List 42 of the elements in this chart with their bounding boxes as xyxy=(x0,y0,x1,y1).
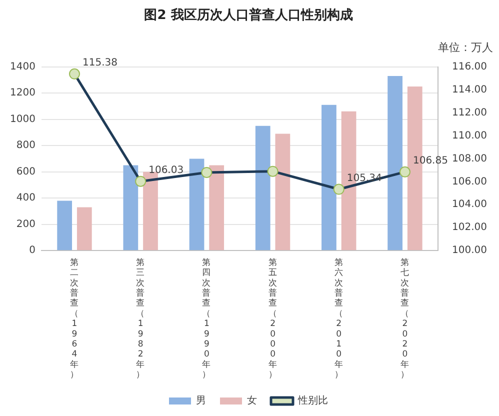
legend-label: 性别比 xyxy=(297,394,328,407)
category-label: 第四次普查（1990年） xyxy=(202,258,212,380)
y2-tick-label: 106.00 xyxy=(452,176,488,188)
text: 单位：万人 xyxy=(438,41,493,54)
category-label: 第二次普查（1964年） xyxy=(70,258,79,380)
bar xyxy=(255,126,270,250)
bar xyxy=(143,172,158,250)
y2-tick-label: 108.00 xyxy=(452,153,488,164)
chart-title: 图2 我区历次人口普查人口性别构成 xyxy=(144,7,353,24)
y2-tick-label: 114.00 xyxy=(452,84,488,96)
data-label: 105.34 xyxy=(346,172,382,184)
y-tick-label: 600 xyxy=(16,166,36,178)
y2-tick-label: 112.00 xyxy=(452,107,488,118)
data-label: 115.38 xyxy=(82,58,118,69)
category-label: 第七次普查（2020年） xyxy=(400,258,410,380)
category-label: 第三次普查（1982年） xyxy=(136,258,146,380)
y-tick-label: 400 xyxy=(16,192,36,204)
y-tick-label: 1000 xyxy=(10,114,36,125)
bar xyxy=(76,207,92,250)
y2-tick-label: 104.00 xyxy=(452,199,488,210)
y-tick-label: 200 xyxy=(16,218,36,230)
bar xyxy=(322,104,336,250)
bar xyxy=(209,165,224,250)
y-tick-label: 1200 xyxy=(10,88,36,99)
bar xyxy=(275,134,290,250)
y2-tick-label: 100.00 xyxy=(452,245,488,256)
y2-tick-label: 116.00 xyxy=(452,61,488,72)
category-label: 第六次普查（2010年） xyxy=(334,258,344,380)
data-label: 106.03 xyxy=(148,164,184,176)
category-label: 第五次普查（2000年） xyxy=(268,258,278,380)
y-tick-label: 1400 xyxy=(10,61,36,72)
data-label: 106.85 xyxy=(412,156,448,167)
legend-label: 男 xyxy=(196,396,206,407)
bar xyxy=(189,158,204,250)
y-tick-label: 800 xyxy=(16,140,36,152)
legend-label: 女 xyxy=(247,394,257,407)
y2-tick-label: 102.00 xyxy=(452,222,488,234)
y-tick-label: 0 xyxy=(29,245,36,256)
bar xyxy=(57,200,72,250)
bar xyxy=(388,76,402,250)
y2-tick-label: 110.00 xyxy=(452,130,488,142)
bar xyxy=(123,165,138,250)
